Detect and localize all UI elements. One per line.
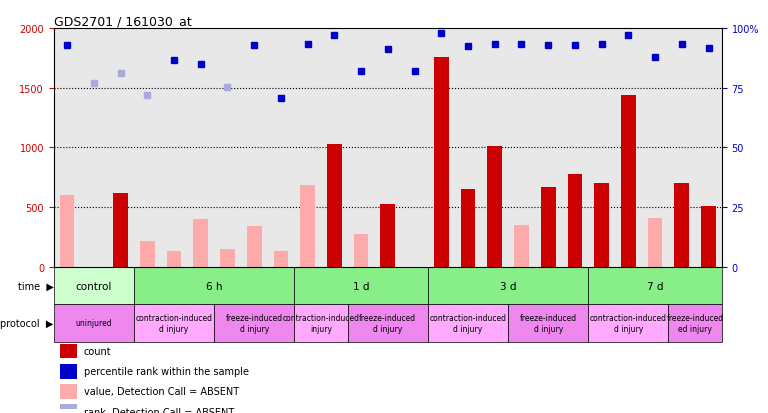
Bar [514,225,529,267]
Bar [194,220,208,267]
Text: freeze-induced
d injury: freeze-induced d injury [226,313,283,333]
Text: count: count [84,346,111,356]
Bar [461,190,475,267]
Bar [61,404,77,413]
Text: freeze-induced
d injury: freeze-induced d injury [359,313,416,333]
Bar [220,249,235,267]
Bar [61,364,77,379]
Text: uninjured: uninjured [75,319,112,328]
Bar [140,241,154,267]
FancyBboxPatch shape [294,304,348,342]
Bar [247,227,262,267]
Text: contraction-induced
injury: contraction-induced injury [283,313,359,333]
Text: percentile rank within the sample: percentile rank within the sample [84,366,249,376]
Bar [541,188,555,267]
FancyBboxPatch shape [134,267,294,304]
Bar [568,174,582,267]
FancyBboxPatch shape [214,304,294,342]
Bar [488,147,502,267]
Bar [621,96,636,267]
FancyBboxPatch shape [588,267,722,304]
Bar [327,145,342,267]
Bar [300,185,315,267]
Bar [167,252,181,267]
Text: contraction-induced
d injury: contraction-induced d injury [429,313,507,333]
Bar [380,204,396,267]
Text: time  ▶: time ▶ [18,281,54,291]
FancyBboxPatch shape [54,304,134,342]
Bar [674,184,689,267]
FancyBboxPatch shape [54,267,134,304]
Text: value, Detection Call = ABSENT: value, Detection Call = ABSENT [84,387,239,396]
Bar [647,218,663,267]
Bar [594,184,609,267]
Bar [701,206,716,267]
Bar [434,57,449,267]
Text: control: control [76,281,112,291]
Bar [60,196,74,267]
Text: rank, Detection Call = ABSENT: rank, Detection Call = ABSENT [84,406,234,413]
FancyBboxPatch shape [428,267,588,304]
Bar [354,234,369,267]
FancyBboxPatch shape [508,304,588,342]
Bar [273,252,288,267]
Text: contraction-induced
d injury: contraction-induced d injury [590,313,667,333]
FancyBboxPatch shape [668,304,722,342]
Text: 3 d: 3 d [500,281,516,291]
Text: 6 h: 6 h [206,281,223,291]
FancyBboxPatch shape [428,304,508,342]
Text: freeze-induced
d injury: freeze-induced d injury [520,313,577,333]
Text: protocol  ▶: protocol ▶ [1,318,54,328]
Text: GDS2701 / 161030_at: GDS2701 / 161030_at [54,15,191,28]
FancyBboxPatch shape [588,304,668,342]
Bar [113,193,128,267]
Text: 7 d: 7 d [647,281,664,291]
Text: freeze-induced
ed injury: freeze-induced ed injury [667,313,723,333]
Bar [61,344,77,358]
Text: contraction-induced
d injury: contraction-induced d injury [135,313,213,333]
Bar [61,384,77,399]
FancyBboxPatch shape [294,267,428,304]
FancyBboxPatch shape [348,304,428,342]
Text: 1 d: 1 d [353,281,369,291]
FancyBboxPatch shape [134,304,214,342]
